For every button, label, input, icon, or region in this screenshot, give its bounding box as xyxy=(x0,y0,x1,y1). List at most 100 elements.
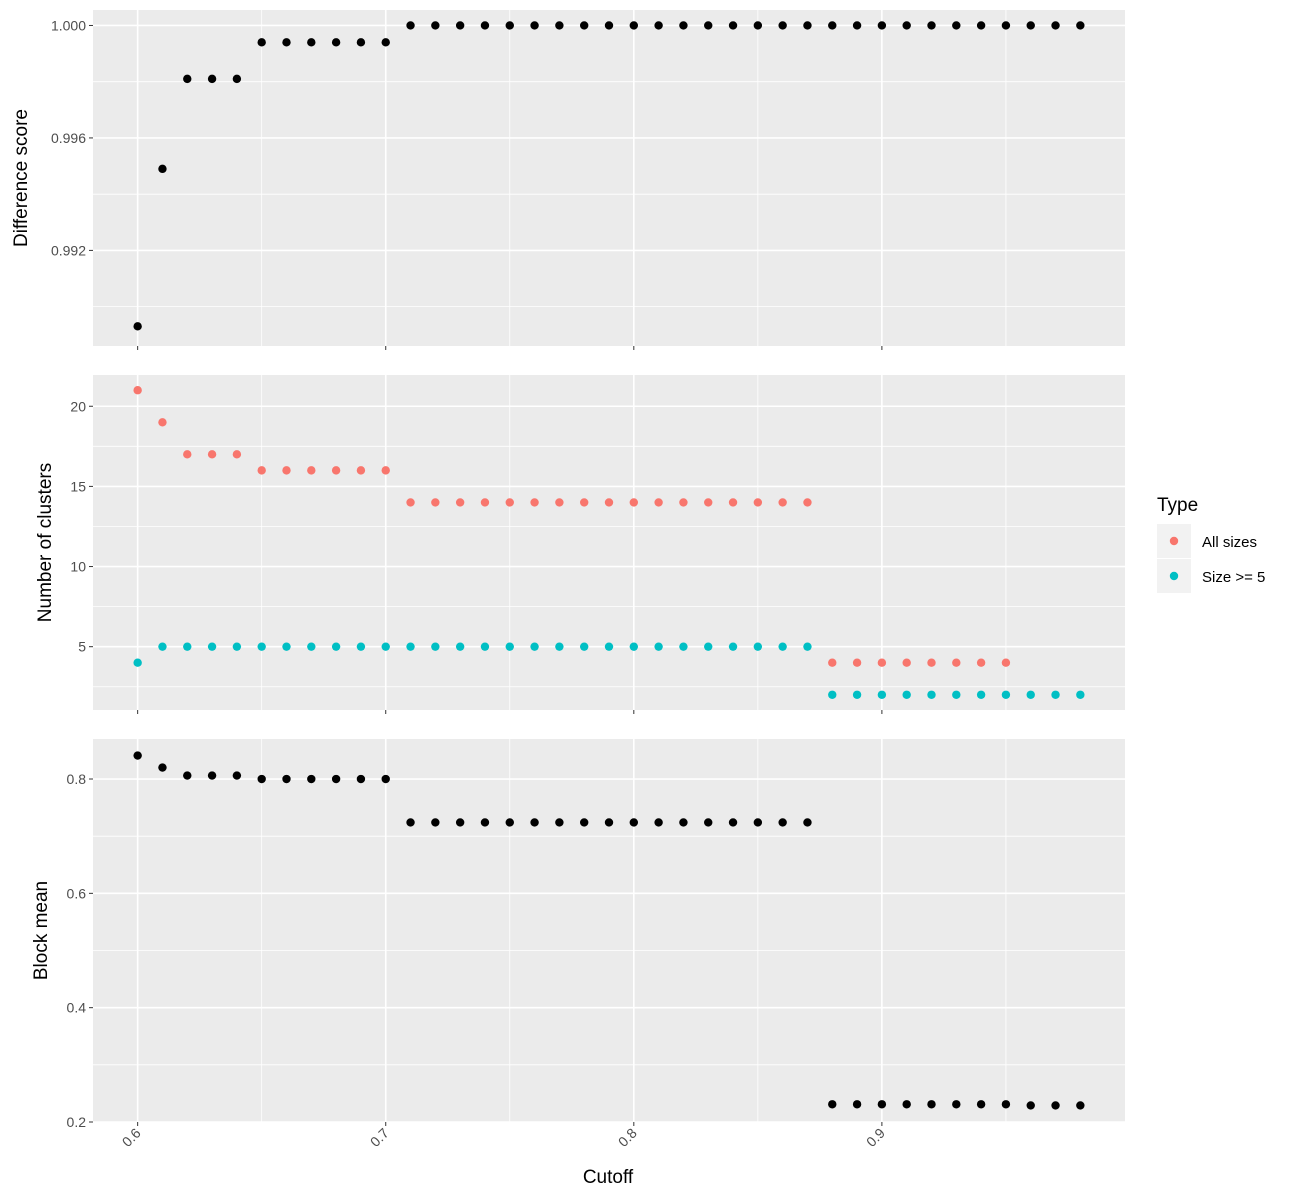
data-point xyxy=(480,498,490,507)
data-point xyxy=(679,818,688,827)
data-point xyxy=(282,774,291,784)
data-point xyxy=(604,818,614,827)
y-tick-label: 0.992 xyxy=(51,242,86,258)
x-tick-label: 0.9 xyxy=(863,1125,888,1150)
data-point xyxy=(356,774,366,784)
data-point xyxy=(629,498,639,507)
data-point xyxy=(927,1100,936,1109)
data-point xyxy=(133,751,142,760)
data-point xyxy=(232,74,242,84)
data-point xyxy=(183,450,192,459)
data-point xyxy=(952,1100,961,1109)
data-point xyxy=(828,658,837,667)
data-point xyxy=(1001,21,1011,30)
y-axis-title: Number of clusters xyxy=(35,463,56,622)
data-point xyxy=(654,21,663,30)
data-point xyxy=(654,642,663,651)
data-point xyxy=(579,498,589,507)
data-point xyxy=(604,21,614,30)
data-point xyxy=(431,642,440,651)
data-point xyxy=(331,642,341,651)
y-tick-label: 0.4 xyxy=(67,1000,87,1016)
y-tick-label: 0.2 xyxy=(67,1114,87,1130)
data-point xyxy=(778,642,787,651)
data-point xyxy=(207,642,217,651)
y-tick-label: 15 xyxy=(70,478,86,494)
data-point xyxy=(1026,1101,1035,1110)
data-point xyxy=(232,450,242,459)
data-point xyxy=(728,21,738,30)
data-point xyxy=(778,818,787,827)
data-point xyxy=(654,818,663,827)
y-axis-title: Block mean xyxy=(31,881,52,980)
data-point xyxy=(976,21,986,30)
data-point xyxy=(331,774,341,784)
data-point xyxy=(158,763,167,772)
panels: 0.992 0.996 1.000 Difference score 5 10 15 20 Nu… xyxy=(11,10,1125,1150)
data-point xyxy=(530,498,539,507)
data-point xyxy=(778,498,787,507)
data-point xyxy=(356,466,366,475)
data-point xyxy=(1001,1100,1011,1109)
y-tick-label: 1.000 xyxy=(51,17,86,33)
data-point xyxy=(654,498,663,507)
data-point xyxy=(828,1100,837,1109)
y-tick-label: 10 xyxy=(70,559,86,575)
data-point xyxy=(555,21,564,30)
data-point xyxy=(455,642,465,651)
data-point xyxy=(282,642,291,651)
data-point xyxy=(877,690,887,699)
data-point xyxy=(232,642,242,651)
data-point xyxy=(133,322,142,331)
data-point xyxy=(356,38,366,47)
data-point xyxy=(158,164,167,174)
data-point xyxy=(976,1100,986,1109)
data-point xyxy=(455,818,465,827)
data-point xyxy=(455,21,465,30)
panel-background xyxy=(93,375,1125,710)
data-point xyxy=(976,658,986,667)
data-point xyxy=(183,771,192,780)
data-point xyxy=(852,1100,862,1109)
x-tick-label: 0.8 xyxy=(615,1125,640,1150)
data-point xyxy=(282,466,291,475)
y-tick-label: 20 xyxy=(70,398,86,414)
data-point xyxy=(704,642,713,651)
data-point xyxy=(976,690,986,699)
data-point xyxy=(331,38,341,47)
data-point xyxy=(902,1100,911,1109)
data-point xyxy=(455,498,465,507)
x-tick-label: 0.7 xyxy=(367,1125,392,1150)
data-point xyxy=(530,21,539,30)
data-point xyxy=(629,642,639,651)
data-point xyxy=(431,498,440,507)
data-point xyxy=(753,818,763,827)
data-point xyxy=(629,818,639,827)
data-point xyxy=(1001,690,1011,699)
data-point xyxy=(803,818,812,827)
y-tick-label: 0.996 xyxy=(51,130,86,146)
data-point xyxy=(952,658,961,667)
data-point xyxy=(480,21,490,30)
data-point xyxy=(803,642,812,651)
panel-2: 5 10 15 20 Number of clusters xyxy=(35,375,1125,714)
data-point xyxy=(1076,1101,1085,1110)
data-point xyxy=(679,498,688,507)
data-point xyxy=(381,38,390,47)
y-tick-label: 0.6 xyxy=(67,885,87,901)
panel-background xyxy=(93,10,1125,346)
data-point xyxy=(604,642,614,651)
legend-label: All sizes xyxy=(1202,534,1257,551)
data-point xyxy=(505,498,514,507)
data-point xyxy=(728,498,738,507)
data-point xyxy=(852,21,862,30)
y-tick-label: 0.8 xyxy=(67,771,87,787)
data-point xyxy=(381,642,390,651)
data-point xyxy=(952,21,961,30)
data-point xyxy=(704,21,713,30)
data-point xyxy=(803,21,812,30)
data-point xyxy=(753,498,763,507)
data-point xyxy=(877,21,887,30)
data-point xyxy=(803,498,812,507)
